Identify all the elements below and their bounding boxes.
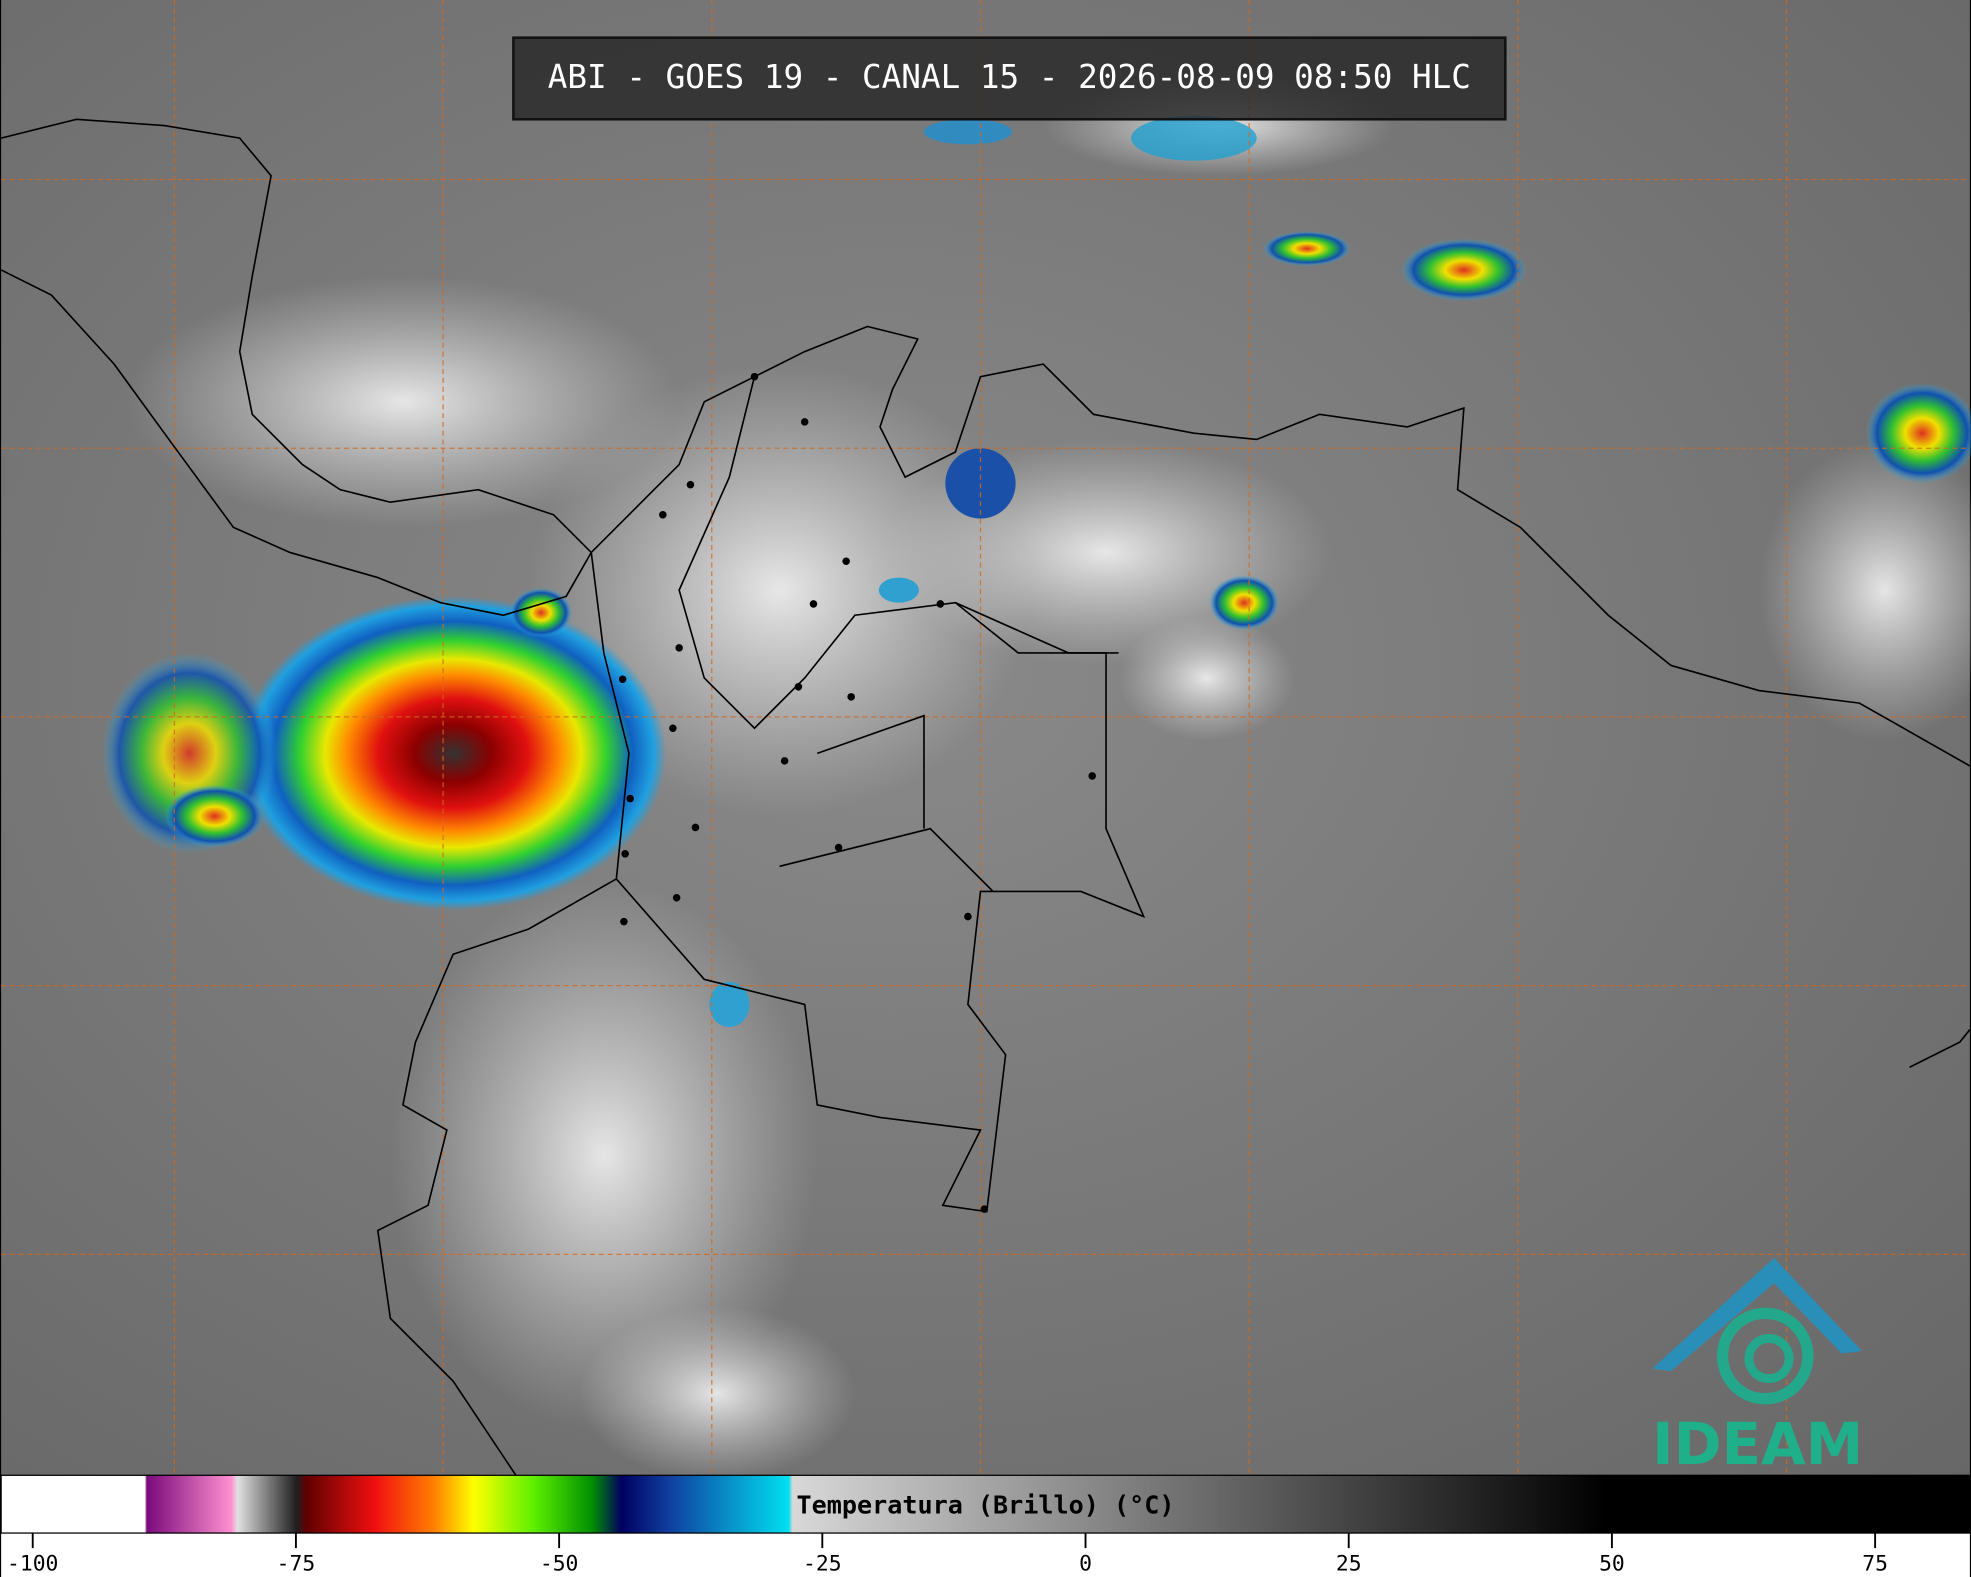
colorbar-tick-label: 0	[1079, 1552, 1092, 1577]
colorbar-tick-label: 50	[1599, 1552, 1625, 1577]
colorbar	[0, 1474, 1971, 1534]
colorbar-label: Temperatura (Brillo) (°C)	[797, 1491, 1175, 1520]
boundaries	[0, 118, 1971, 1476]
colorbar-ticks: -100 -75 -50 -25 0 25 50 75	[7, 1533, 1888, 1577]
title: ABI - GOES 19 - CANAL 15 - 2026-08-09 08…	[548, 58, 1471, 96]
colorbar-tick-label: -50	[540, 1552, 579, 1577]
graticule	[1, 0, 1970, 1476]
city-markers	[618, 372, 1096, 1213]
colorbar-tick-label: -25	[803, 1552, 842, 1577]
logo-text: IDEAM	[1652, 1410, 1863, 1478]
convective-cells	[101, 115, 1971, 1028]
colorbar-tick-label: 25	[1336, 1552, 1362, 1577]
title-box	[512, 36, 1507, 121]
colorbar-tick-label: 75	[1862, 1552, 1888, 1577]
logo: IDEAM	[1652, 1258, 1863, 1478]
colorbar-tick-label: -100	[7, 1552, 58, 1577]
colorbar-tick-label: -75	[277, 1552, 316, 1577]
